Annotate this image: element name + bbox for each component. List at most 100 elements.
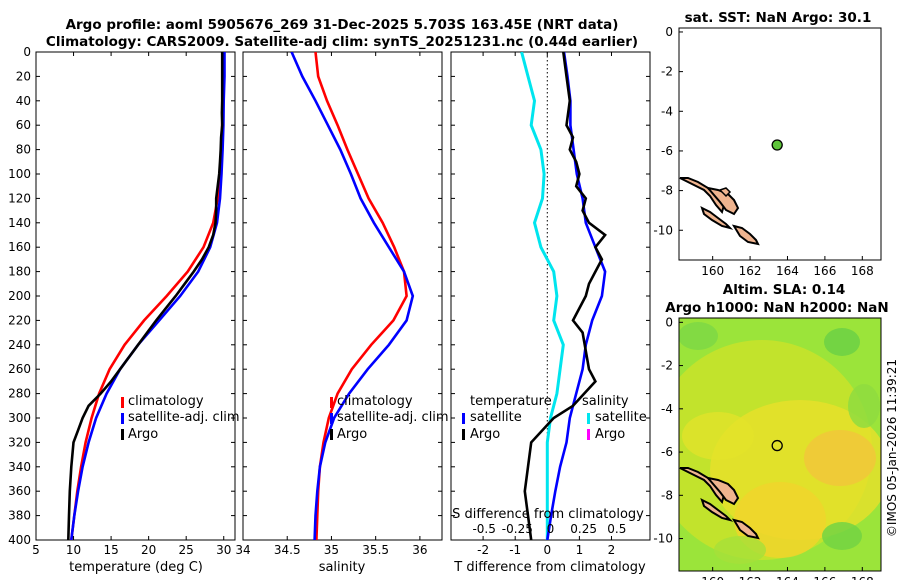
- x-tick-label: 30: [216, 543, 231, 557]
- map-y-tick-label: 0: [665, 315, 673, 329]
- island-shape: [705, 476, 740, 506]
- depth-tick-label: 60: [16, 118, 31, 132]
- argo-float-marker: [771, 139, 783, 151]
- sla-map-panel: Altim. SLA: 0.14 Argo h1000: NaN h2000: …: [653, 282, 888, 580]
- x-tick-label: 15: [103, 543, 118, 557]
- legend-salinity-heading: salinity: [582, 394, 629, 409]
- legend-climatology-label: climatology: [337, 394, 413, 409]
- sst-map-panel: sat. SST: NaN Argo: 30.1 160 162 164 166 168…: [653, 10, 882, 278]
- map-y-tick-label: 0: [665, 25, 673, 39]
- depth-tick-label: 20: [16, 69, 31, 83]
- salinity-diff-tick-label: -0.25: [502, 522, 533, 536]
- legend-argo-label: Argo: [128, 427, 158, 442]
- island-shape: [731, 224, 760, 246]
- sla-map-markers: [771, 439, 783, 452]
- depth-tick-label: 120: [8, 191, 31, 205]
- legend-t-satellite-swatch: [462, 413, 465, 424]
- x-tick-label: 34.5: [274, 543, 301, 557]
- x-tick-label: -1: [509, 543, 521, 557]
- legend-t-satellite-label: satellite: [470, 410, 522, 425]
- figure-title-line2: Climatology: CARS2009. Satellite-adj cli…: [46, 34, 638, 50]
- sla-field-patch: [714, 536, 766, 564]
- sst-map-title: sat. SST: NaN Argo: 30.1: [685, 10, 872, 26]
- salinity-diff-axis-label: S difference from climatology: [452, 507, 644, 522]
- salinity-legend: climatology satellite-adj. clim Argo: [330, 394, 449, 442]
- map-y-tick-label: -2: [661, 359, 673, 373]
- depth-tick-label: 160: [8, 240, 31, 254]
- map-y-tick-label: -8: [661, 184, 673, 198]
- map-x-tick-label: 160: [701, 575, 724, 580]
- island-shape: [731, 518, 760, 540]
- x-tick-label: 2: [608, 543, 616, 557]
- salinity-panel: 34 34.5 35 35.5 36 salinity climatology sate…: [235, 51, 449, 575]
- depth-tick-label: 260: [8, 362, 31, 376]
- map-x-tick-label: 164: [776, 575, 799, 580]
- depth-tick-label: 200: [8, 289, 31, 303]
- map-y-tick-label: -6: [661, 144, 673, 158]
- depth-tick-label: 40: [16, 94, 31, 108]
- salinity-diff-tick-label: 0.5: [607, 522, 626, 536]
- x-tick-label: 0: [543, 543, 551, 557]
- map-x-tick-label: 162: [739, 264, 762, 278]
- map-x-tick-label: 162: [739, 575, 762, 580]
- sst-map-axes: 160 162 164 166 168 0 -2 -4 -6 -8 -10: [653, 25, 873, 278]
- legend-climatology-swatch: [121, 397, 124, 408]
- temperature-diff-axis-label: T difference from climatology: [453, 560, 646, 575]
- map-y-tick-label: -6: [661, 445, 673, 459]
- legend-climatology-swatch: [330, 397, 333, 408]
- depth-tick-label: 400: [8, 533, 31, 547]
- sla-map-frame: [678, 317, 882, 572]
- depth-tick-label: 320: [8, 435, 31, 449]
- x-tick-label: 1: [576, 543, 584, 557]
- difference-legend: temperature satellite Argo salinity sate…: [462, 394, 647, 442]
- difference-x-axis: -2 -1 0 1 2: [477, 52, 615, 557]
- island-shape: [700, 206, 734, 230]
- depth-tick-label: 300: [8, 411, 31, 425]
- temperature-x-label: temperature (deg C): [69, 560, 203, 575]
- legend-argo-swatch: [121, 429, 124, 440]
- legend-satellite-label: satellite-adj. clim: [337, 410, 449, 425]
- map-x-tick-label: 168: [851, 575, 874, 580]
- legend-s-satellite-label: satellite: [595, 410, 647, 425]
- island-shape: [700, 498, 734, 522]
- sla-map-title-line1: Altim. SLA: 0.14: [723, 282, 845, 298]
- legend-t-argo-label: Argo: [470, 427, 500, 442]
- sst-map-coastline: [679, 177, 760, 246]
- sst-map-frame: [678, 27, 882, 261]
- temperature-panel: 0204060801001201401601802002202402602803…: [8, 45, 650, 575]
- salinity-diff-tick-label: -0.5: [472, 522, 495, 536]
- figure-title-line1: Argo profile: aoml 5905676_269 31-Dec-20…: [66, 17, 619, 33]
- x-tick-label: 20: [141, 543, 156, 557]
- depth-tick-label: 140: [8, 216, 31, 230]
- salinity-x-label: salinity: [319, 560, 366, 575]
- temperature-x-axis: 5 10 15 20 25 30: [32, 52, 231, 557]
- salinity-diff-tick-label: 0: [547, 522, 555, 536]
- map-y-tick-label: -8: [661, 488, 673, 502]
- sla-field-patch: [682, 412, 754, 460]
- temperature-satellite-line: [70, 52, 226, 540]
- sla-heatmap: [679, 318, 881, 571]
- legend-s-argo-label: Argo: [595, 427, 625, 442]
- temperature-argo-diff-line: [523, 52, 607, 540]
- x-tick-label: 25: [179, 543, 194, 557]
- map-y-tick-label: -2: [661, 65, 673, 79]
- legend-s-argo-swatch: [587, 429, 590, 440]
- sla-field-patch: [804, 430, 876, 486]
- legend-satellite-swatch: [330, 413, 333, 424]
- legend-temperature-heading: temperature: [470, 394, 552, 409]
- legend-argo-label: Argo: [337, 427, 367, 442]
- salinity-x-axis: 34 34.5 35 35.5 36: [235, 52, 428, 557]
- map-y-tick-label: -10: [653, 532, 673, 546]
- x-tick-label: 35: [324, 543, 339, 557]
- imos-credit: ©IMOS 05-Jan-2026 11:39:21: [885, 359, 899, 537]
- depth-tick-label: 100: [8, 167, 31, 181]
- island-shape: [679, 177, 726, 215]
- map-x-tick-label: 160: [701, 264, 724, 278]
- x-tick-label: -2: [477, 543, 489, 557]
- temperature-legend: climatology satellite-adj. clim Argo: [121, 394, 240, 442]
- island-shape: [679, 467, 726, 505]
- map-y-tick-label: -4: [661, 402, 673, 416]
- sst-map-markers: [771, 139, 783, 151]
- map-x-tick-label: 166: [813, 264, 836, 278]
